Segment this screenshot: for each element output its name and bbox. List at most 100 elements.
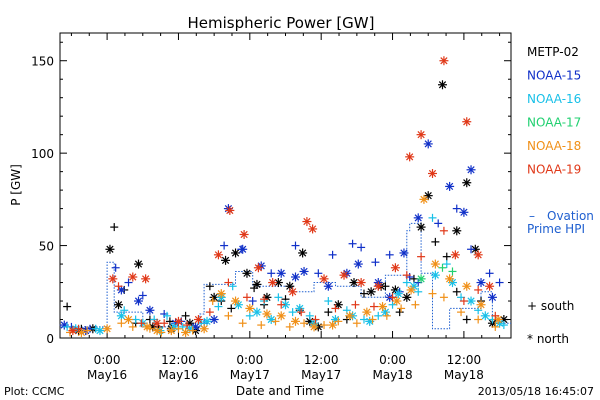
- metp-02-south-point: [181, 311, 190, 320]
- metp-02-north-point: [366, 287, 376, 297]
- noaa-19-south-point: [491, 311, 500, 320]
- legend-north-marker: * north: [527, 332, 569, 346]
- noaa-19-south-point: [351, 300, 360, 309]
- noaa-18-south-point: [428, 289, 437, 298]
- noaa-15-south-point: [434, 219, 443, 228]
- noaa-19-south-point: [74, 324, 83, 333]
- noaa-15-south-point: [220, 241, 229, 250]
- noaa-15-north-point: [290, 272, 300, 282]
- metp-02-north-point: [298, 248, 308, 258]
- noaa-19-north-point: [356, 278, 366, 288]
- noaa-16-south-point: [288, 308, 297, 317]
- noaa-19-north-point: [462, 117, 472, 127]
- x-axis-label: Date and Time: [236, 384, 324, 398]
- noaa-18-north-point: [290, 316, 300, 326]
- noaa-18-south-point: [188, 326, 197, 335]
- y-tick-label: 150: [31, 55, 54, 69]
- noaa-18-south-point: [352, 319, 361, 328]
- noaa-16-north-point: [480, 311, 490, 321]
- noaa-16-north-point: [252, 307, 262, 317]
- noaa-15-north-point: [133, 296, 143, 306]
- noaa-17-south-point: [448, 267, 457, 276]
- noaa-18-south-point: [128, 322, 137, 331]
- metp-02-south-point: [165, 317, 174, 326]
- noaa-19-south-point: [474, 285, 483, 294]
- noaa-15-south-point: [371, 258, 380, 267]
- metp-02-north-point: [349, 278, 359, 288]
- metp-02-north-point: [416, 222, 426, 232]
- noaa-16-south-point: [274, 293, 283, 302]
- noaa-16-south-point: [414, 287, 423, 296]
- noaa-19-north-point: [473, 250, 483, 260]
- noaa-15-south-point: [111, 263, 120, 272]
- noaa-19-south-point: [114, 282, 123, 291]
- noaa-18-north-point: [245, 303, 255, 313]
- noaa-19-north-point: [416, 130, 426, 140]
- metp-02-south-point: [452, 287, 461, 296]
- noaa-19-north-point: [173, 316, 183, 326]
- noaa-15-north-point: [209, 315, 219, 325]
- noaa-16-north-point: [266, 315, 276, 325]
- noaa-18-north-point: [476, 300, 486, 310]
- metp-02-south-point: [324, 308, 333, 317]
- noaa-19-north-point: [213, 250, 223, 260]
- metp-02-south-point: [205, 282, 214, 291]
- x-tick-time-label: 0:00: [236, 353, 263, 367]
- noaa-16-south-point: [245, 311, 254, 320]
- noaa-15-north-point: [276, 268, 286, 278]
- legend-ovation-line1: Ovation: [547, 209, 594, 223]
- noaa-15-south-point: [291, 241, 300, 250]
- legend-entry: NOAA-18: [527, 139, 581, 153]
- x-tick-date-label: May16: [158, 368, 198, 382]
- noaa-18-north-point: [276, 311, 286, 321]
- noaa-18-north-point: [445, 274, 455, 284]
- noaa-17-south-point: [438, 263, 447, 272]
- metp-02-north-point: [402, 292, 412, 302]
- noaa-19-north-point: [302, 217, 312, 227]
- metp-02-north-point: [242, 268, 252, 278]
- noaa-18-north-point: [392, 296, 402, 306]
- noaa-16-north-point: [466, 296, 476, 306]
- x-tick-time-label: 0:00: [94, 353, 121, 367]
- noaa-15-south-point: [495, 278, 504, 287]
- legend: METP-02 NOAA-15 NOAA-16 NOAA-17 NOAA-18 NOAA-…: [527, 45, 594, 346]
- noaa-15-south-point: [385, 250, 394, 259]
- noaa-18-south-point: [334, 317, 343, 326]
- noaa-19-south-point: [311, 315, 320, 324]
- noaa-18-north-point: [462, 281, 472, 291]
- noaa-16-south-point: [214, 302, 223, 311]
- noaa-16-north-point: [95, 326, 105, 336]
- noaa-18-north-point: [102, 324, 112, 334]
- noaa-17-north-point: [416, 274, 426, 284]
- noaa-15-north-point: [459, 207, 469, 217]
- noaa-18-north-point: [345, 311, 355, 321]
- noaa-19-north-point: [253, 263, 263, 273]
- metp-02-north-point: [221, 255, 231, 265]
- noaa-18-north-point: [328, 320, 338, 330]
- noaa-19-north-point: [373, 281, 383, 291]
- metp-02-south-point: [63, 302, 72, 311]
- noaa-18-north-point: [419, 194, 429, 204]
- legend-entry: NOAA-16: [527, 92, 581, 106]
- noaa-19-north-point: [268, 278, 278, 288]
- noaa-19-south-point: [439, 226, 448, 235]
- noaa-19-north-point: [141, 274, 151, 284]
- noaa-15-north-point: [413, 213, 423, 223]
- noaa-18-north-point: [199, 324, 209, 334]
- noaa-16-south-point: [63, 322, 72, 331]
- noaa-19-south-point: [277, 300, 286, 309]
- noaa-15-north-point: [423, 139, 433, 149]
- legend-entry: NOAA-17: [527, 116, 581, 130]
- noaa-15-south-point: [485, 269, 494, 278]
- noaa-15-south-point: [248, 297, 257, 306]
- noaa-16-south-point: [402, 278, 411, 287]
- noaa-15-south-point: [467, 245, 476, 254]
- legend-entry: METP-02: [527, 45, 579, 59]
- noaa-19-south-point: [459, 297, 468, 306]
- noaa-18-north-point: [181, 327, 191, 337]
- ovation-hpi-line: [60, 222, 511, 330]
- legend-ovation-line2: Prime HPI: [527, 222, 585, 236]
- ovation-hpi-layer: [60, 222, 511, 330]
- metp-02-north-point: [114, 300, 124, 310]
